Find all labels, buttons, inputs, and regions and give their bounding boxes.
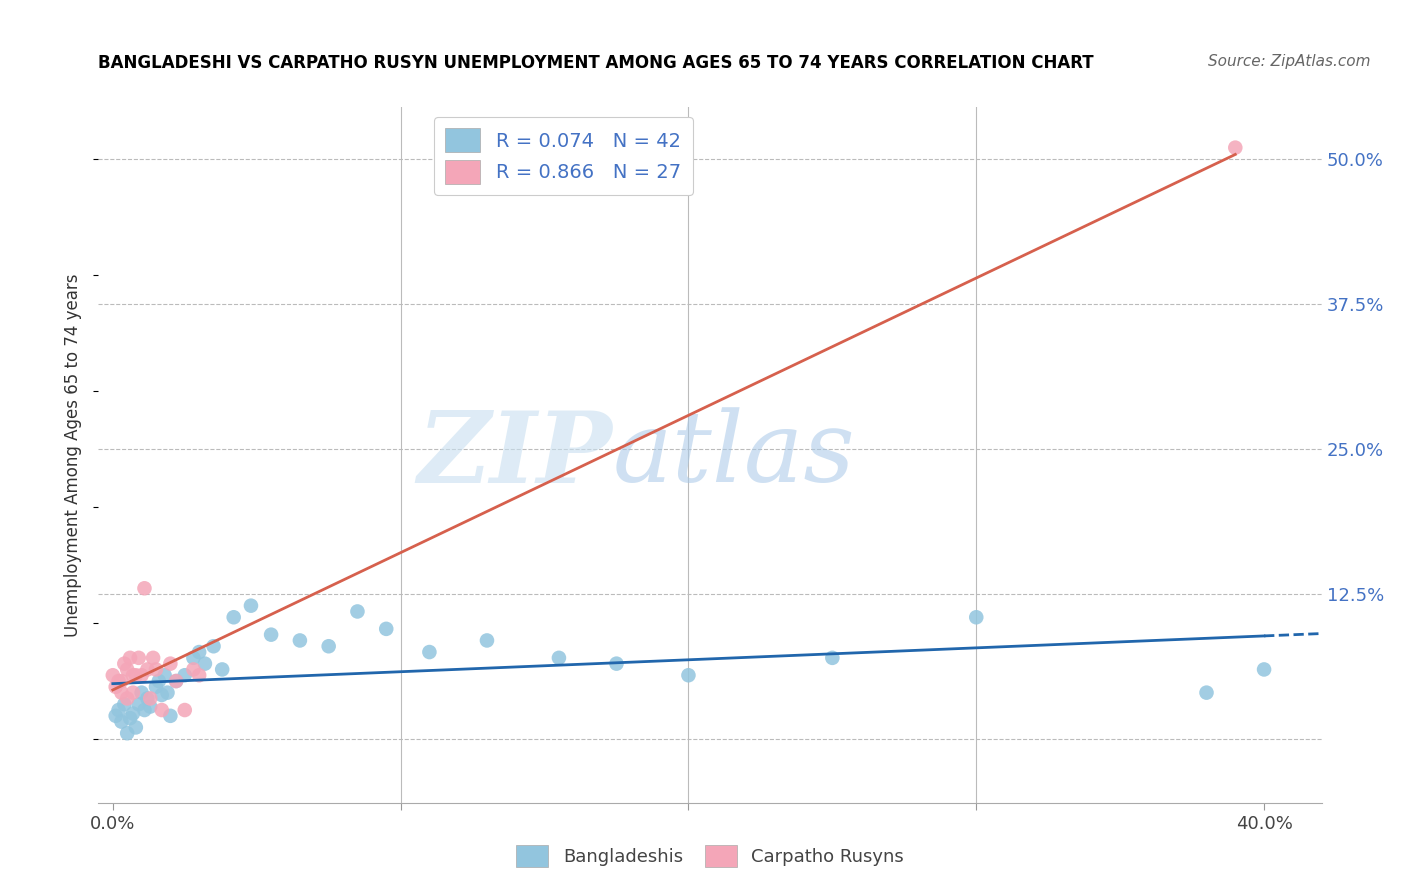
Point <box>156 685 179 699</box>
Point <box>475 633 498 648</box>
Point <box>136 662 159 676</box>
Point <box>120 651 142 665</box>
Point <box>150 688 173 702</box>
Point <box>128 698 150 712</box>
Point <box>125 668 148 682</box>
Text: Source: ZipAtlas.com: Source: ZipAtlas.com <box>1208 54 1371 69</box>
Text: ZIP: ZIP <box>418 407 612 503</box>
Point <box>145 662 167 676</box>
Point <box>115 726 138 740</box>
Point <box>165 674 187 689</box>
Point <box>134 582 156 596</box>
Point <box>188 668 211 682</box>
Point <box>222 610 245 624</box>
Point <box>183 651 205 665</box>
Point <box>375 622 398 636</box>
Point <box>115 691 138 706</box>
Point <box>110 685 132 699</box>
Point <box>122 685 145 699</box>
Point <box>194 657 217 671</box>
Point <box>107 703 129 717</box>
Point <box>346 605 368 619</box>
Point <box>139 691 162 706</box>
Point <box>104 680 127 694</box>
Point <box>965 610 987 624</box>
Point <box>173 668 195 682</box>
Point <box>139 699 162 714</box>
Point <box>318 639 340 653</box>
Point <box>605 657 627 671</box>
Point <box>110 714 132 729</box>
Point <box>131 668 153 682</box>
Point <box>150 703 173 717</box>
Point <box>136 691 159 706</box>
Point <box>104 708 127 723</box>
Point <box>107 674 129 689</box>
Point <box>115 662 138 676</box>
Text: atlas: atlas <box>612 408 855 502</box>
Point <box>128 651 150 665</box>
Point <box>211 662 233 676</box>
Point <box>120 711 142 725</box>
Point <box>148 674 170 689</box>
Point <box>112 657 135 671</box>
Point <box>173 703 195 717</box>
Point <box>202 639 225 653</box>
Text: BANGLADESHI VS CARPATHO RUSYN UNEMPLOYMENT AMONG AGES 65 TO 74 YEARS CORRELATION: BANGLADESHI VS CARPATHO RUSYN UNEMPLOYME… <box>98 54 1094 71</box>
Y-axis label: Unemployment Among Ages 65 to 74 years: Unemployment Among Ages 65 to 74 years <box>65 273 83 637</box>
Point <box>239 599 262 613</box>
Point <box>153 668 176 682</box>
Point <box>418 645 440 659</box>
Point <box>1195 685 1218 699</box>
Point <box>678 668 700 682</box>
Point <box>1225 140 1247 155</box>
Point <box>134 703 156 717</box>
Point <box>548 651 571 665</box>
Point <box>159 708 181 723</box>
Point <box>1253 662 1275 676</box>
Point <box>122 668 145 682</box>
Point <box>131 685 153 699</box>
Point <box>165 674 187 689</box>
Point <box>125 721 148 735</box>
Point <box>260 628 283 642</box>
Point <box>112 698 135 712</box>
Point <box>145 680 167 694</box>
Point <box>288 633 311 648</box>
Point <box>159 657 181 671</box>
Point <box>101 668 124 682</box>
Legend: Bangladeshis, Carpatho Rusyns: Bangladeshis, Carpatho Rusyns <box>509 838 911 874</box>
Point <box>188 645 211 659</box>
Point <box>110 674 132 689</box>
Point <box>122 706 145 721</box>
Point <box>821 651 844 665</box>
Point <box>183 662 205 676</box>
Point <box>142 651 165 665</box>
